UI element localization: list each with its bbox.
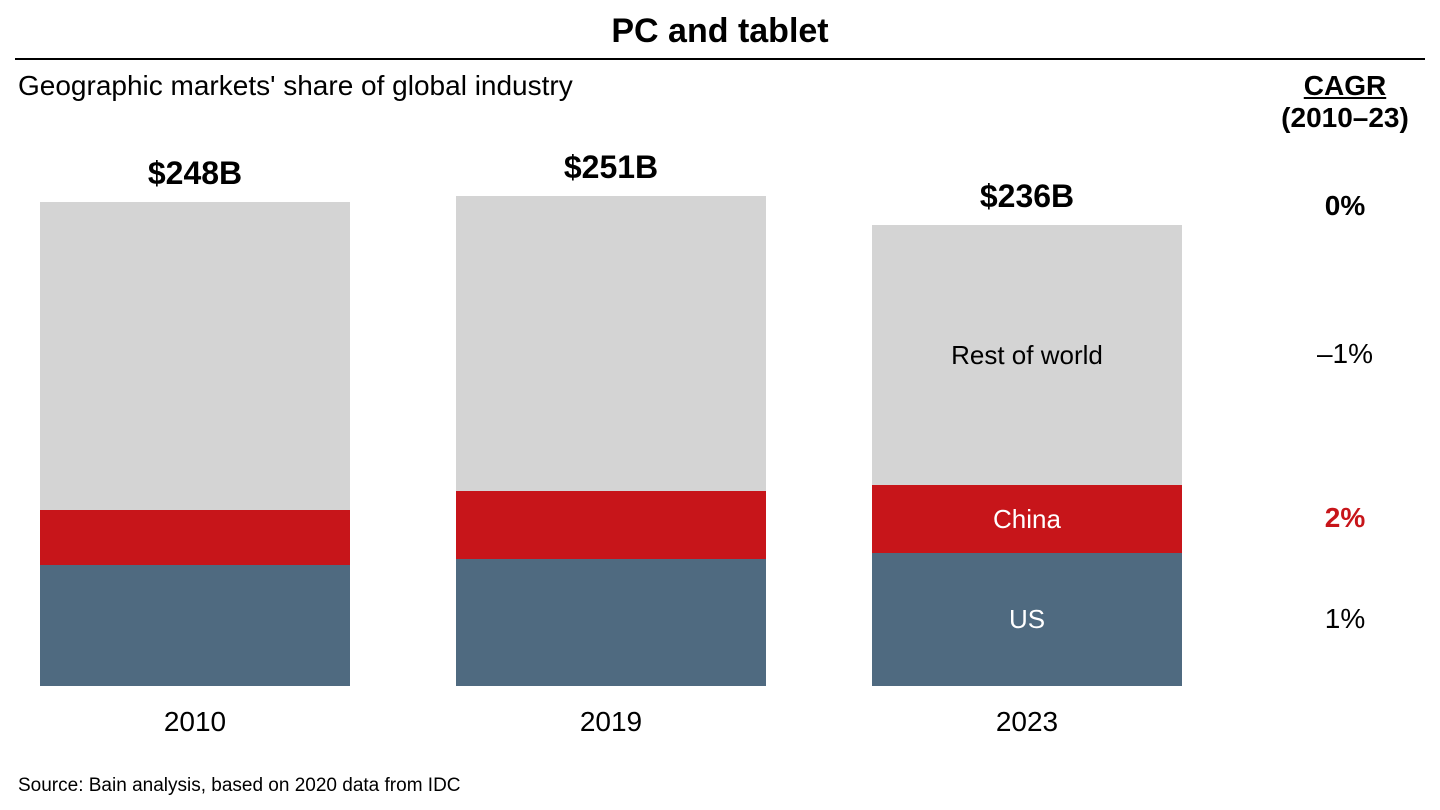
bar-year-label: 2010 xyxy=(40,706,350,738)
chart-title: PC and tablet xyxy=(0,12,1440,51)
bar-total-label: $236B xyxy=(872,178,1182,215)
bar-stack: US China Rest of world xyxy=(872,225,1182,686)
cagr-value-us: 1% xyxy=(1260,603,1430,635)
bar-stack xyxy=(456,196,766,686)
source-note: Source: Bain analysis, based on 2020 dat… xyxy=(18,775,461,797)
segment-label-row: Rest of world xyxy=(951,340,1103,371)
bar-column: $251B2019 xyxy=(456,196,766,686)
bar-segment-china: China xyxy=(872,485,1182,553)
cagr-value-china: 2% xyxy=(1260,502,1430,534)
chart-area: $248B2010$251B2019$236BUSChinaRest of wo… xyxy=(40,196,1240,686)
bar-total-label: $248B xyxy=(40,155,350,192)
bar-segment-us xyxy=(40,565,350,686)
bar-total-label: $251B xyxy=(456,149,766,186)
bar-segment-us xyxy=(456,559,766,686)
title-rule xyxy=(15,58,1425,60)
bar-segment-row xyxy=(40,202,350,510)
segment-label-us: US xyxy=(1009,604,1045,635)
bar-segment-china xyxy=(40,510,350,565)
bar-segment-row xyxy=(456,196,766,491)
bar-year-label: 2023 xyxy=(872,706,1182,738)
cagr-column: 0% –1% 2% 1% xyxy=(1260,0,1430,810)
bar-column: $248B2010 xyxy=(40,196,350,686)
chart-subtitle: Geographic markets' share of global indu… xyxy=(18,70,573,102)
bar-segment-china xyxy=(456,491,766,559)
bar-year-label: 2019 xyxy=(456,706,766,738)
cagr-value-row: –1% xyxy=(1260,338,1430,370)
bar-segment-row: Rest of world xyxy=(872,225,1182,485)
bar-stack xyxy=(40,202,350,686)
cagr-total-value: 0% xyxy=(1260,190,1430,222)
page: PC and tablet Geographic markets' share … xyxy=(0,0,1440,810)
segment-label-china: China xyxy=(993,504,1061,535)
bar-column: $236BUSChinaRest of world2023 xyxy=(872,196,1182,686)
bar-segment-us: US xyxy=(872,553,1182,686)
